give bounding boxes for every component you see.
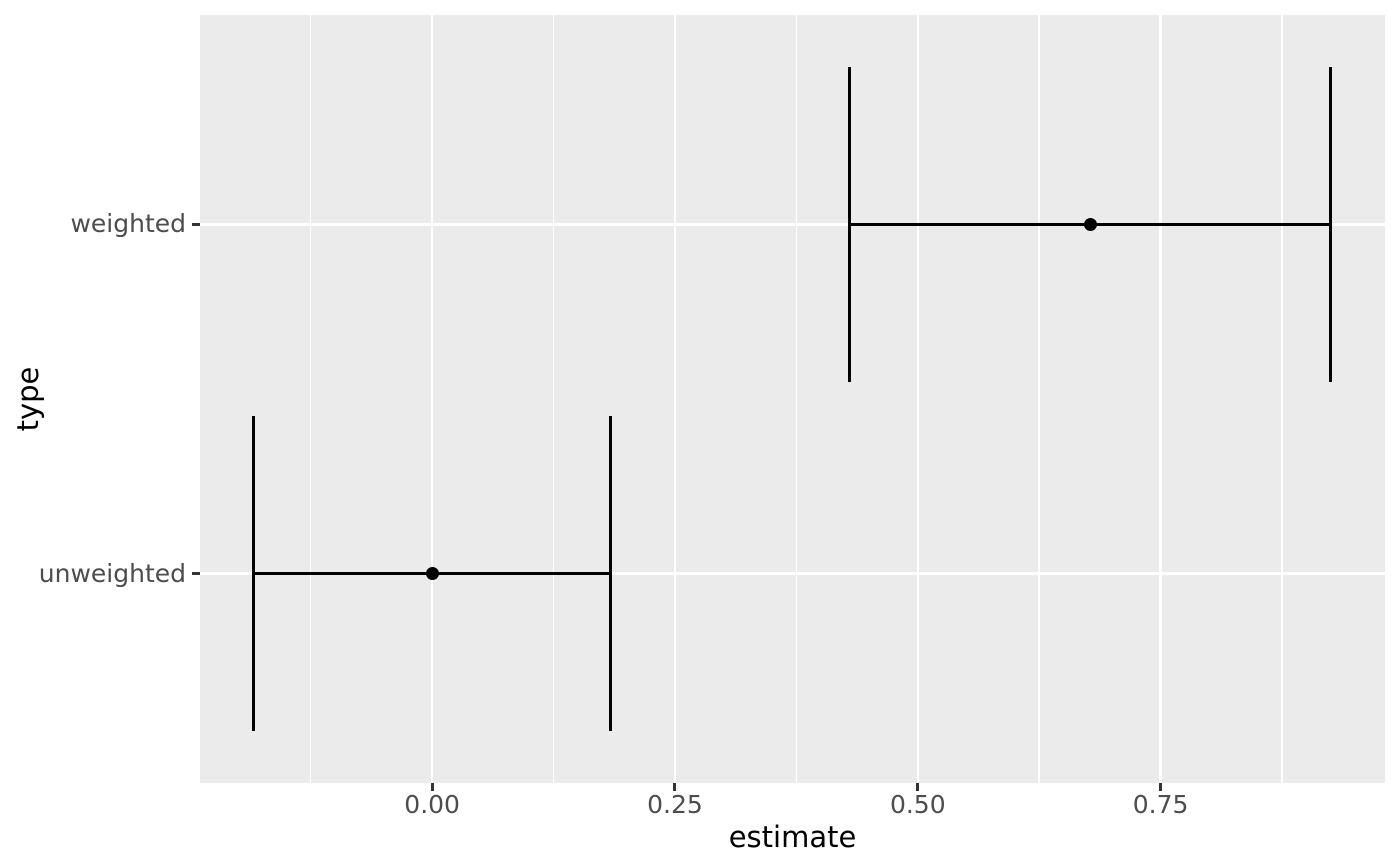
x-tick-mark xyxy=(673,783,677,791)
x-tick-label: 0.00 xyxy=(404,790,460,819)
x-tick-mark xyxy=(916,783,920,791)
errorbar-weighted-cap-low xyxy=(848,67,852,382)
errorbar-unweighted-cap-low xyxy=(251,416,255,731)
y-tick-mark xyxy=(192,222,200,226)
x-tick-label: 0.75 xyxy=(1132,790,1189,819)
point-weighted xyxy=(1084,217,1098,231)
y-gridline-major xyxy=(200,572,1385,575)
x-axis-title: estimate xyxy=(728,820,857,854)
errorbar-unweighted-cap-high xyxy=(609,416,613,731)
x-gridline-minor xyxy=(1281,15,1283,783)
x-tick-label: 0.25 xyxy=(647,790,703,819)
y-tick-mark xyxy=(192,572,200,576)
x-gridline-minor xyxy=(309,15,312,783)
x-gridline-major xyxy=(1159,15,1162,783)
x-gridline-major xyxy=(916,15,920,783)
y-tick-label: weighted xyxy=(70,209,186,239)
x-tick-mark xyxy=(430,783,434,791)
x-gridline-minor xyxy=(552,15,555,783)
x-gridline-minor xyxy=(1038,15,1040,783)
plot-panel xyxy=(200,15,1385,783)
x-gridline-major xyxy=(673,15,677,783)
y-gridline-major xyxy=(200,223,1385,226)
x-gridline-minor xyxy=(795,15,798,783)
x-tick-mark xyxy=(1159,783,1163,791)
y-axis-title: type xyxy=(11,366,45,432)
x-tick-label: 0.50 xyxy=(889,790,946,819)
x-gridline-major xyxy=(430,15,434,783)
point-unweighted xyxy=(425,567,439,581)
errorbar-weighted-cap-high xyxy=(1329,67,1333,382)
y-tick-label: unweighted xyxy=(38,558,186,588)
